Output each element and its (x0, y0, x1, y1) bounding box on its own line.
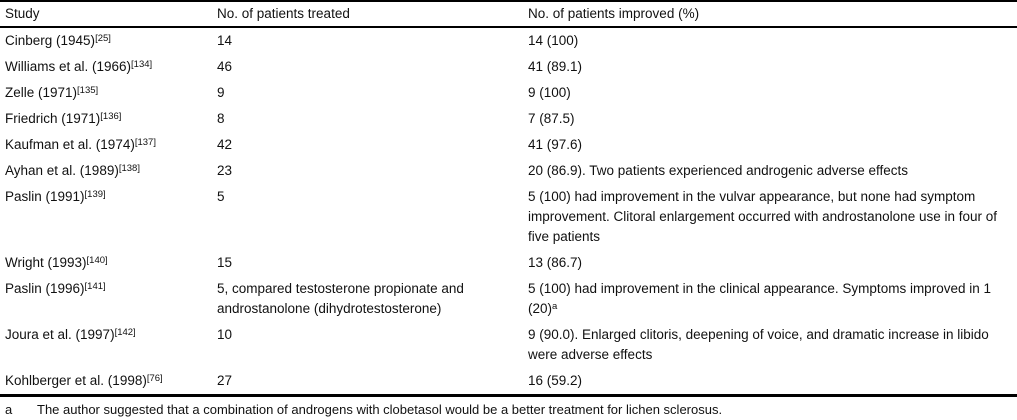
improved-text: 9 (90.0). Enlarged clitoris, deepening o… (528, 327, 989, 362)
study-cell: Ayhan et al. (1989)[138] (0, 158, 212, 184)
footnote-text: The author suggested that a combination … (37, 402, 723, 417)
citation-ref: [134] (131, 59, 153, 70)
study-cell: Zelle (1971)[135] (0, 80, 212, 106)
study-name: Kaufman et al. (1974) (5, 137, 135, 152)
improved-text: 9 (100) (528, 85, 571, 100)
table-row: Zelle (1971)[135] 9 9 (100) (0, 80, 1017, 106)
table-row: Paslin (1991)[139] 5 5 (100) had improve… (0, 184, 1017, 250)
table-row: Kohlberger et al. (1998)[76] 27 16 (59.2… (0, 368, 1017, 395)
citation-ref: [140] (86, 255, 108, 266)
treated-cell: 15 (217, 255, 233, 270)
study-cell: Williams et al. (1966)[134] (0, 54, 212, 80)
table-row: Paslin (1996)[141] 5, compared testoster… (0, 276, 1017, 322)
improved-text: 41 (97.6) (528, 137, 583, 152)
citation-ref: [137] (134, 137, 156, 148)
study-name: Williams et al. (1966) (5, 59, 132, 74)
study-cell: Paslin (1991)[139] (0, 184, 212, 250)
treated-cell: 46 (217, 59, 233, 74)
citation-ref: [142] (114, 327, 136, 338)
table-row: Joura et al. (1997)[142] 10 9 (90.0). En… (0, 322, 1017, 368)
improved-text: 5 (100) had improvement in the clinical … (528, 281, 991, 316)
study-cell: Joura et al. (1997)[142] (0, 322, 212, 368)
improved-text: 5 (100) had improvement in the vulvar ap… (528, 189, 997, 244)
column-header-study: Study (0, 1, 212, 28)
improved-text: 41 (89.1) (528, 59, 583, 74)
citation-ref: [135] (77, 85, 99, 96)
improved-text: 20 (86.9). Two patients experienced andr… (528, 163, 908, 178)
improved-cell: 41 (97.6) (523, 132, 1017, 158)
column-header-treated: No. of patients treated (212, 1, 523, 28)
improved-cell: 14 (100) (523, 27, 1017, 54)
improved-cell: 13 (86.7) (523, 250, 1017, 276)
study-name: Ayhan et al. (1989) (5, 163, 119, 178)
table-row: Cinberg (1945)[25] 14 14 (100) (0, 27, 1017, 54)
study-results-table: Study No. of patients treated No. of pat… (0, 0, 1017, 396)
improved-cell: 5 (100) had improvement in the vulvar ap… (523, 184, 1017, 250)
treated-cell: 42 (217, 137, 233, 152)
citation-ref: [138] (118, 163, 140, 174)
improved-cell: 9 (90.0). Enlarged clitoris, deepening o… (523, 322, 1017, 368)
treated-cell: 27 (217, 373, 233, 388)
column-header-improved: No. of patients improved (%) (523, 1, 1017, 28)
improved-cell: 9 (100) (523, 80, 1017, 106)
improved-text: 16 (59.2) (528, 373, 583, 388)
citation-ref: [136] (100, 111, 122, 122)
improved-cell: 7 (87.5) (523, 106, 1017, 132)
citation-ref: [141] (84, 281, 106, 292)
citation-ref: [25] (95, 33, 111, 44)
table-row: Ayhan et al. (1989)[138] 23 20 (86.9). T… (0, 158, 1017, 184)
improved-cell: 41 (89.1) (523, 54, 1017, 80)
table-row: Wright (1993)[140] 15 13 (86.7) (0, 250, 1017, 276)
study-cell: Wright (1993)[140] (0, 250, 212, 276)
improved-cell: 16 (59.2) (523, 368, 1017, 395)
citation-ref: [139] (84, 189, 106, 200)
study-name: Paslin (1991) (5, 189, 85, 204)
study-name: Wright (1993) (5, 255, 87, 270)
study-name: Joura et al. (1997) (5, 327, 115, 342)
treated-cell: 8 (217, 111, 225, 126)
table-row: Kaufman et al. (1974)[137] 42 41 (97.6) (0, 132, 1017, 158)
treated-cell: 23 (217, 163, 233, 178)
treated-cell: 9 (217, 85, 225, 100)
study-name: Zelle (1971) (5, 85, 78, 100)
study-cell: Friedrich (1971)[136] (0, 106, 212, 132)
study-name: Kohlberger et al. (1998) (5, 373, 147, 388)
study-cell: Kaufman et al. (1974)[137] (0, 132, 212, 158)
study-cell: Kohlberger et al. (1998)[76] (0, 368, 212, 395)
improved-text: 14 (100) (528, 33, 579, 48)
treated-cell: 10 (217, 327, 233, 342)
study-name: Paslin (1996) (5, 281, 85, 296)
table-row: Friedrich (1971)[136] 8 7 (87.5) (0, 106, 1017, 132)
study-name: Friedrich (1971) (5, 111, 101, 126)
study-name: Cinberg (1945) (5, 33, 96, 48)
citation-ref: [76] (146, 373, 163, 384)
footnote-ref: a (552, 301, 558, 312)
footnote-marker: a (5, 402, 13, 417)
improved-text: 13 (86.7) (528, 255, 583, 270)
table-header-row: Study No. of patients treated No. of pat… (0, 1, 1017, 28)
improved-text: 7 (87.5) (528, 111, 575, 126)
study-cell: Cinberg (1945)[25] (0, 27, 212, 54)
table-footnote: a The author suggested that a combinatio… (0, 396, 1017, 420)
improved-cell: 20 (86.9). Two patients experienced andr… (523, 158, 1017, 184)
table-row: Williams et al. (1966)[134] 46 41 (89.1) (0, 54, 1017, 80)
study-cell: Paslin (1996)[141] (0, 276, 212, 322)
improved-cell: 5 (100) had improvement in the clinical … (523, 276, 1017, 322)
treated-cell: 14 (217, 33, 233, 48)
treated-cell: 5 (217, 189, 225, 204)
treated-cell: 5, compared testosterone propionate and … (217, 281, 464, 316)
